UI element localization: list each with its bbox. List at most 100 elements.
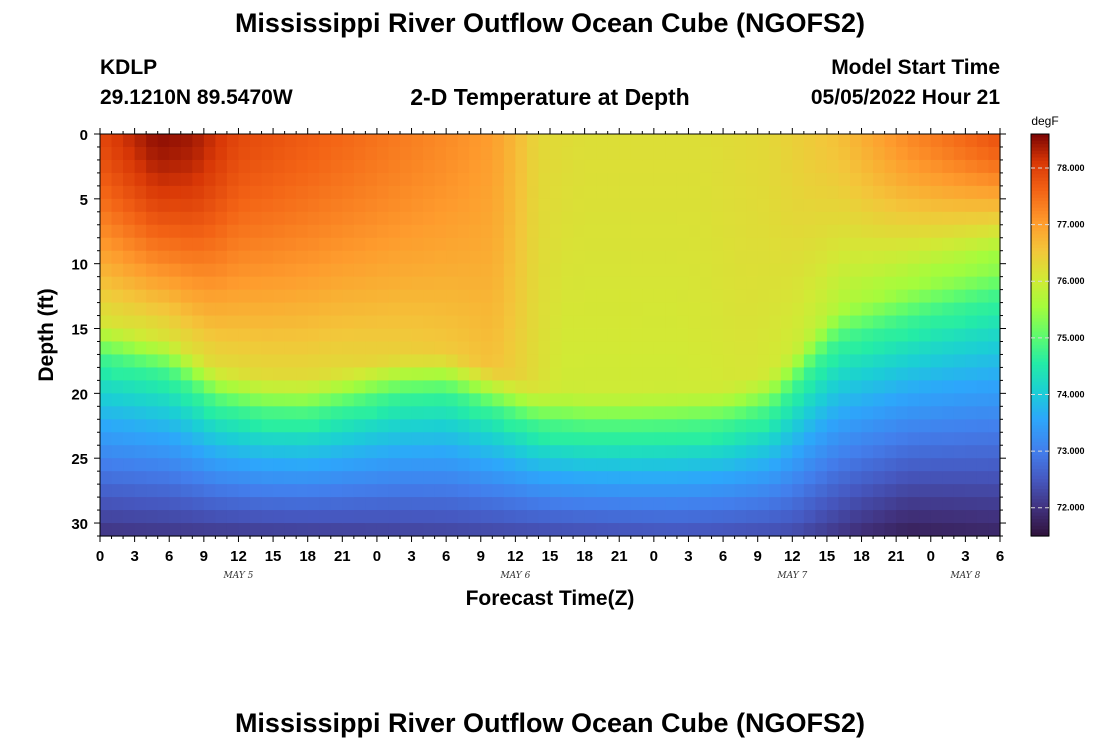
colorbar-band bbox=[1031, 134, 1049, 138]
heatmap-cell bbox=[780, 432, 793, 446]
heatmap-cell bbox=[319, 367, 332, 381]
heatmap-cell bbox=[711, 458, 724, 472]
heatmap-cell bbox=[746, 458, 759, 472]
heatmap-cell bbox=[861, 432, 874, 446]
heatmap-cell bbox=[884, 315, 897, 330]
heatmap-cell bbox=[284, 523, 297, 537]
x-tick-label: 6 bbox=[165, 548, 173, 565]
colorbar-band bbox=[1031, 247, 1049, 252]
heatmap-cell bbox=[965, 380, 978, 394]
heatmap-cell bbox=[642, 484, 655, 498]
heatmap-cell bbox=[423, 419, 436, 433]
heatmap-cell bbox=[711, 276, 724, 291]
heatmap-cell bbox=[711, 432, 724, 446]
heatmap-cell bbox=[861, 419, 874, 433]
heatmap-cell bbox=[215, 134, 228, 148]
heatmap-cell bbox=[642, 419, 655, 433]
heatmap-cell bbox=[123, 419, 136, 433]
heatmap-cell bbox=[526, 289, 540, 304]
heatmap-cell bbox=[953, 367, 966, 381]
heatmap-cell bbox=[250, 198, 263, 213]
x-axis: 0 3 6 9 12 15 18 21 0 3 6 9 12 15 18 21 0 3 6 9 12 15 18 21 0 3 6M… bbox=[96, 128, 1004, 581]
heatmap-cell bbox=[538, 523, 551, 537]
heatmap-cell bbox=[930, 341, 943, 356]
colorbar-band bbox=[1031, 381, 1049, 386]
heatmap-cell bbox=[538, 406, 551, 420]
heatmap-cell bbox=[261, 159, 274, 174]
heatmap-cell bbox=[342, 510, 355, 524]
heatmap-cell bbox=[896, 328, 909, 343]
heatmap-cell bbox=[330, 250, 343, 265]
heatmap-cell bbox=[376, 445, 390, 459]
heatmap-cell bbox=[838, 432, 851, 446]
heatmap-cell bbox=[896, 445, 909, 459]
heatmap-cell bbox=[711, 146, 724, 161]
x-tick-label: 9 bbox=[754, 548, 762, 565]
heatmap-cell bbox=[700, 198, 713, 213]
heatmap-cell bbox=[619, 510, 632, 524]
heatmap-cell bbox=[515, 250, 528, 265]
heatmap-cell bbox=[619, 471, 632, 485]
heatmap-cell bbox=[215, 458, 228, 472]
heatmap-cell bbox=[273, 146, 286, 161]
heatmap-cell bbox=[884, 419, 897, 433]
heatmap-cell bbox=[746, 159, 759, 174]
heatmap-cell bbox=[261, 250, 274, 265]
heatmap-cell bbox=[480, 406, 493, 420]
heatmap-cell bbox=[700, 172, 713, 187]
heatmap-cell bbox=[734, 445, 747, 459]
heatmap-cell bbox=[826, 250, 840, 265]
heatmap-cell bbox=[965, 406, 978, 420]
heatmap-cell bbox=[596, 432, 609, 446]
heatmap-cell bbox=[988, 185, 1001, 200]
heatmap-cell bbox=[630, 510, 643, 524]
heatmap-cell bbox=[642, 276, 655, 291]
heatmap-cell bbox=[296, 276, 309, 291]
heatmap-cell bbox=[700, 484, 713, 498]
heatmap-cell bbox=[734, 289, 747, 304]
heatmap-cell bbox=[388, 497, 401, 511]
heatmap-cell bbox=[492, 432, 505, 446]
heatmap-cell bbox=[376, 419, 390, 433]
heatmap-cell bbox=[169, 458, 182, 472]
heatmap-cell bbox=[596, 134, 609, 148]
heatmap-cell bbox=[492, 250, 505, 265]
heatmap-cell bbox=[469, 523, 482, 537]
heatmap-cell bbox=[792, 393, 805, 407]
heatmap-cell bbox=[111, 263, 124, 278]
heatmap-cell bbox=[850, 484, 863, 498]
heatmap-cell bbox=[746, 471, 759, 485]
heatmap-cell bbox=[180, 302, 193, 317]
heatmap-cell bbox=[526, 276, 540, 291]
heatmap-cell bbox=[700, 497, 713, 511]
heatmap-cell bbox=[953, 224, 966, 239]
heatmap-cell bbox=[319, 224, 332, 239]
heatmap-cell bbox=[676, 146, 690, 161]
heatmap-cell bbox=[319, 380, 332, 394]
heatmap-cell bbox=[215, 419, 228, 433]
heatmap-cell bbox=[215, 484, 228, 498]
heatmap-cell bbox=[803, 510, 816, 524]
heatmap-cell bbox=[284, 172, 297, 187]
heatmap-cell bbox=[400, 328, 413, 343]
heatmap-cell bbox=[388, 224, 401, 239]
heatmap-cell bbox=[780, 250, 793, 265]
heatmap-cell bbox=[711, 224, 724, 239]
heatmap-cell bbox=[711, 211, 724, 226]
heatmap-cell bbox=[400, 484, 413, 498]
heatmap-cell bbox=[942, 146, 955, 161]
heatmap-cell bbox=[734, 341, 747, 356]
heatmap-cell bbox=[850, 471, 863, 485]
heatmap-cell bbox=[976, 224, 990, 239]
heatmap-cell bbox=[469, 263, 482, 278]
heatmap-cell bbox=[907, 237, 920, 252]
heatmap-cell bbox=[584, 185, 597, 200]
heatmap-cell bbox=[526, 159, 540, 174]
heatmap-cell bbox=[596, 224, 609, 239]
heatmap-cell bbox=[861, 510, 874, 524]
heatmap-cell bbox=[930, 146, 943, 161]
heatmap-cell bbox=[307, 276, 320, 291]
heatmap-cell bbox=[942, 445, 955, 459]
heatmap-cell bbox=[711, 523, 724, 537]
heatmap-cell bbox=[850, 146, 863, 161]
